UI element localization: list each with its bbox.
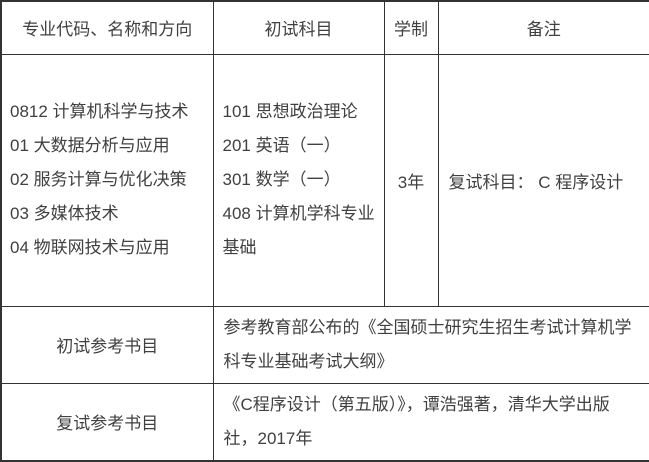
retest-reference-row: 复试参考书目 《C程序设计（第五版）》，谭浩强著，清华大学出版社，2017年 (0, 382, 649, 462)
header-program-code: 专业代码、名称和方向 (0, 0, 214, 55)
exam-subjects-cell: 101 思想政治理论 201 英语（一） 301 数学（一） 408 计算机学科… (212, 53, 385, 307)
retest-reference-label: 复试参考书目 (0, 382, 214, 462)
program-directions-cell: 0812 计算机科学与技术 01 大数据分析与应用 02 服务计算与优化决策 0… (0, 53, 214, 307)
header-row: 专业代码、名称和方向 初试科目 学制 备注 (0, 0, 649, 55)
header-remarks: 备注 (437, 0, 649, 55)
exam-subject-line: 101 思想政治理论 (222, 102, 358, 121)
initial-reference-row: 初试参考书目 参考教育部公布的《全国硕士研究生招生考试计算机学科专业基础考试大纲… (0, 305, 649, 384)
program-line: 02 服务计算与优化决策 (10, 170, 187, 189)
program-line: 01 大数据分析与应用 (10, 136, 170, 155)
exam-subject-line: 201 英语（一） (222, 136, 341, 155)
remark-cell: 复试科目： C 程序设计 (437, 53, 649, 307)
program-line: 04 物联网技术与应用 (10, 238, 170, 257)
program-line: 03 多媒体技术 (10, 204, 119, 223)
initial-reference-label: 初试参考书目 (0, 305, 214, 384)
retest-reference-content: 《C程序设计（第五版）》，谭浩强著，清华大学出版社，2017年 (212, 382, 649, 462)
program-row: 0812 计算机科学与技术 01 大数据分析与应用 02 服务计算与优化决策 0… (0, 53, 649, 307)
exam-subject-line: 408 计算机学科专业基础 (222, 204, 375, 257)
duration-cell: 3年 (383, 53, 439, 307)
header-duration: 学制 (383, 0, 439, 55)
initial-reference-content: 参考教育部公布的《全国硕士研究生招生考试计算机学科专业基础考试大纲》 (212, 305, 649, 384)
header-initial-exam: 初试科目 (212, 0, 385, 55)
program-line: 0812 计算机科学与技术 (10, 102, 189, 121)
exam-subject-line: 301 数学（一） (222, 170, 341, 189)
